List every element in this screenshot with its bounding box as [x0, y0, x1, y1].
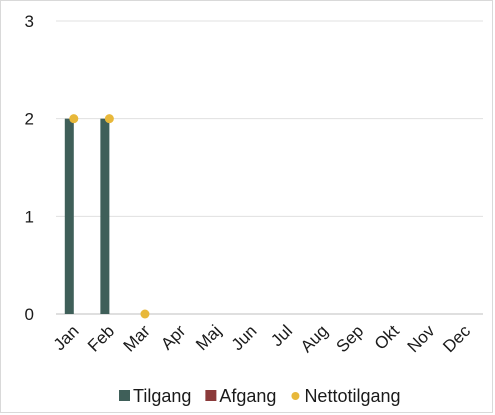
y-tick-label: 3 [25, 12, 34, 31]
x-tick-label: Jul [267, 321, 296, 350]
point-nettotilgang [140, 310, 149, 319]
x-tick-label: Aug [297, 321, 332, 356]
legend-label-tilgang: Tilgang [133, 386, 191, 406]
x-tick-label: Okt [371, 321, 403, 353]
bar-tilgang [100, 119, 109, 314]
legend-label-nettotilgang: Nettotilgang [304, 386, 400, 406]
point-nettotilgang [105, 114, 114, 123]
y-tick-label: 1 [25, 207, 34, 226]
legend-marker-nettotilgang [291, 392, 299, 400]
legend-marker-afgang [205, 390, 216, 401]
x-tick-label: Jun [228, 321, 261, 354]
x-tick-label: Jan [50, 321, 83, 354]
legend-marker-tilgang [119, 390, 130, 401]
gridlines [56, 21, 483, 314]
x-tick-label: Apr [157, 321, 189, 353]
legend-label-afgang: Afgang [219, 386, 276, 406]
x-tick-label: Dec [439, 321, 474, 356]
y-tick-label: 2 [25, 110, 34, 129]
x-tick-label: Maj [192, 321, 225, 354]
x-tick-label: Mar [120, 321, 154, 355]
y-tick-label: 0 [25, 305, 34, 324]
legend: Tilgang Afgang Nettotilgang [119, 386, 401, 406]
y-axis: 0 1 2 3 [25, 12, 34, 324]
bar-tilgang [65, 119, 74, 314]
point-nettotilgang [69, 114, 78, 123]
x-axis: Jan Feb Mar Apr Maj Jun Jul Aug Sep Okt Nov Dec [50, 321, 475, 356]
x-tick-label: Feb [84, 321, 118, 355]
x-tick-label: Nov [404, 321, 439, 356]
x-tick-label: Sep [332, 321, 367, 356]
